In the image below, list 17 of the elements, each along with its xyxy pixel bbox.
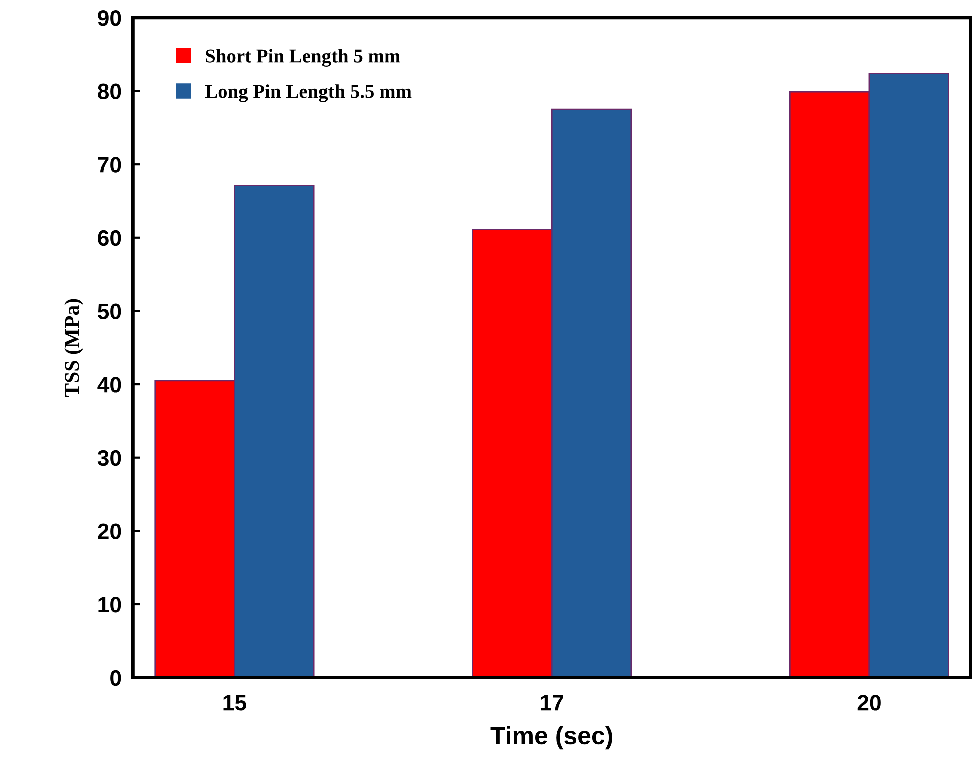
y-tick-label: 0 (110, 670, 122, 686)
y-tick-label: 80 (98, 84, 122, 100)
x-tick-label: 20 (858, 695, 881, 711)
y-tick-label: 70 (98, 157, 122, 173)
y-tick-label: 10 (98, 597, 122, 613)
legend-label: Short Pin Length 5 mm (206, 49, 400, 67)
y-tick-label: 50 (98, 304, 122, 320)
x-tick-label: 15 (224, 695, 246, 711)
y-tick-label: 20 (98, 524, 122, 540)
y-tick-label: 40 (98, 377, 122, 393)
y-tick-label: 60 (98, 230, 122, 246)
x-tick-label: 17 (541, 695, 564, 711)
legend-label: Long Pin Length 5.5 mm (205, 84, 412, 102)
y-axis-title: TSS (MPa) (64, 299, 84, 398)
y-tick-label: 90 (98, 10, 122, 26)
y-tick-label: 30 (98, 450, 122, 466)
x-axis-title: Time (sec) (490, 726, 612, 750)
